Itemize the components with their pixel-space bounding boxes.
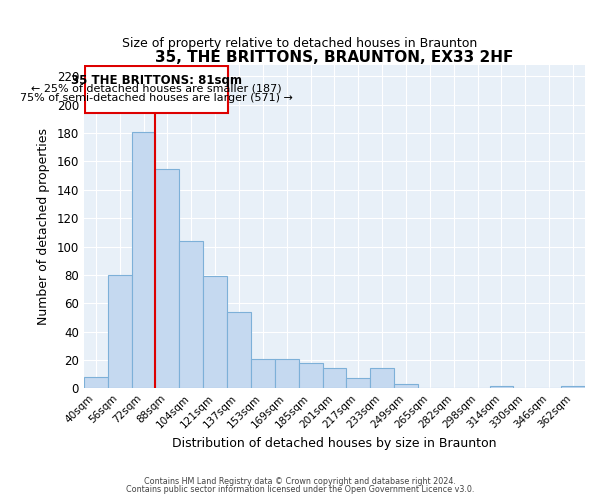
Bar bbox=[84, 377, 108, 388]
Bar bbox=[370, 368, 394, 388]
Bar bbox=[394, 384, 418, 388]
Bar bbox=[131, 132, 155, 388]
Text: Contains HM Land Registry data © Crown copyright and database right 2024.: Contains HM Land Registry data © Crown c… bbox=[144, 477, 456, 486]
Bar bbox=[108, 275, 131, 388]
Title: 35, THE BRITTONS, BRAUNTON, EX33 2HF: 35, THE BRITTONS, BRAUNTON, EX33 2HF bbox=[155, 50, 514, 65]
Bar bbox=[275, 358, 299, 388]
Bar bbox=[323, 368, 346, 388]
Bar bbox=[561, 386, 585, 388]
Bar bbox=[299, 363, 323, 388]
Text: ← 25% of detached houses are smaller (187): ← 25% of detached houses are smaller (18… bbox=[31, 84, 282, 94]
Bar bbox=[155, 168, 179, 388]
Text: Size of property relative to detached houses in Braunton: Size of property relative to detached ho… bbox=[122, 38, 478, 51]
Bar bbox=[346, 378, 370, 388]
FancyBboxPatch shape bbox=[85, 66, 228, 113]
Bar bbox=[227, 312, 251, 388]
Text: 35 THE BRITTONS: 81sqm: 35 THE BRITTONS: 81sqm bbox=[71, 74, 242, 86]
Bar bbox=[251, 358, 275, 388]
Bar bbox=[490, 386, 514, 388]
Bar bbox=[179, 241, 203, 388]
Y-axis label: Number of detached properties: Number of detached properties bbox=[37, 128, 50, 325]
Bar bbox=[203, 276, 227, 388]
Text: 75% of semi-detached houses are larger (571) →: 75% of semi-detached houses are larger (… bbox=[20, 94, 293, 104]
X-axis label: Distribution of detached houses by size in Braunton: Distribution of detached houses by size … bbox=[172, 437, 497, 450]
Text: Contains public sector information licensed under the Open Government Licence v3: Contains public sector information licen… bbox=[126, 485, 474, 494]
